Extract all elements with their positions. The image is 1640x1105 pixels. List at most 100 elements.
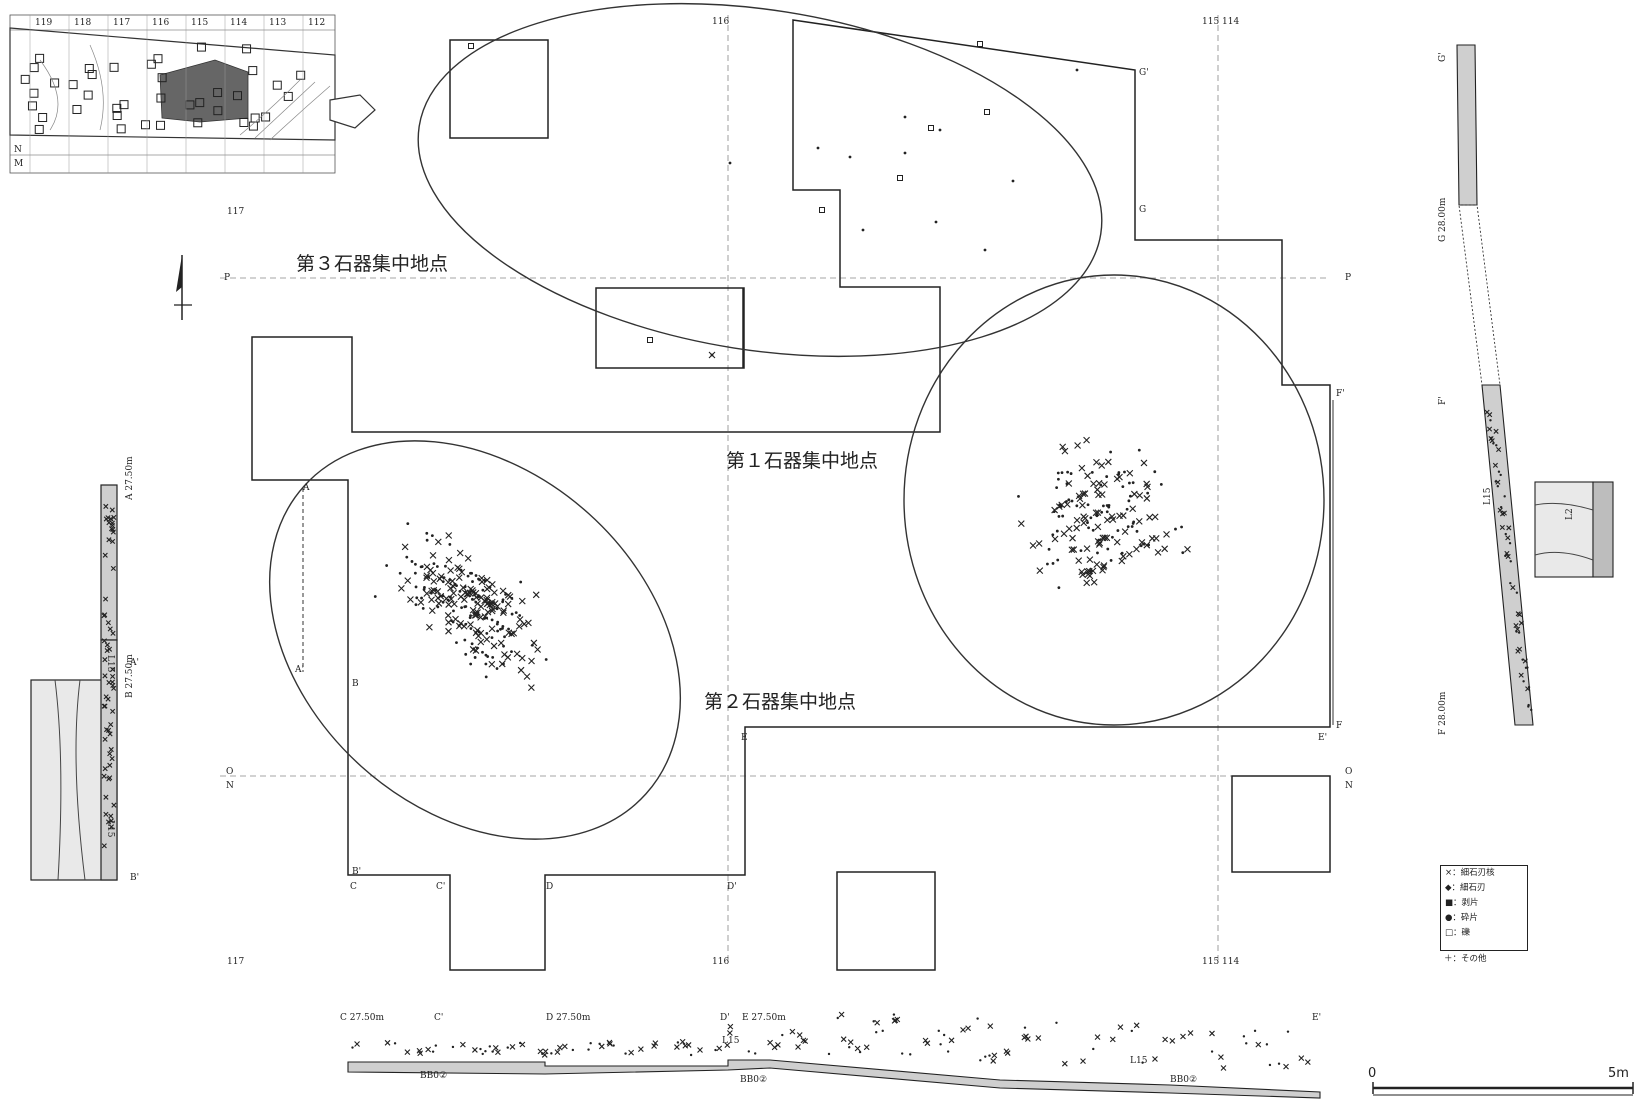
plan-point-d: D: [546, 882, 553, 892]
artifact-mark: [1061, 514, 1065, 518]
artifact-mark: [110, 673, 116, 680]
artifact-mark: [767, 1039, 773, 1046]
artifact-mark: [1055, 1021, 1058, 1024]
artifact-mark: [447, 584, 454, 592]
artifact-mark: [991, 1052, 998, 1059]
artifact-mark: [528, 657, 535, 665]
artifact-mark: [1051, 535, 1059, 543]
artifact-mark: [415, 596, 419, 600]
artifact-mark: [1489, 419, 1492, 422]
artifact-mark: [196, 42, 206, 52]
artifact-mark: [481, 588, 485, 592]
artifact-mark: [1056, 471, 1060, 475]
artifact-mark: [527, 684, 535, 692]
artifact-mark: [934, 220, 938, 224]
artifact-mark: [488, 607, 496, 615]
plan-point-b-prime: B': [352, 867, 361, 877]
artifact-mark: [1117, 472, 1121, 476]
artifact-mark: [108, 818, 114, 824]
artifact-mark: [922, 1037, 929, 1044]
artifact-mark: [393, 1042, 397, 1045]
artifact-mark: [1509, 581, 1512, 585]
artifact-mark: [1141, 1061, 1144, 1064]
artifact-mark: [965, 1025, 971, 1032]
artifact-mark: [1101, 504, 1105, 508]
artifact-mark: [110, 538, 116, 545]
artifact-mark: [1108, 513, 1116, 520]
artifact-mark: [872, 1020, 875, 1023]
artifact-mark: [1181, 551, 1185, 555]
section-a-prime: A': [129, 658, 139, 668]
artifact-mark: [1057, 515, 1061, 518]
artifact-mark: [1036, 567, 1044, 575]
artifact-mark: [429, 551, 437, 559]
artifact-mark: [1065, 482, 1069, 486]
svg-text:L15: L15: [1130, 1056, 1148, 1066]
artifact-mark: [38, 113, 48, 123]
artifact-mark: [1245, 1042, 1248, 1045]
artifact-mark: [296, 70, 306, 80]
artifact-mark: [624, 1052, 627, 1055]
artifact-mark: [1061, 1060, 1068, 1067]
cluster-3-label: 第３石器集中地点: [296, 253, 448, 275]
artifact-mark: [1069, 472, 1073, 475]
artifact-mark: [816, 146, 820, 150]
artifact-mark: [116, 124, 126, 134]
artifact-mark: [544, 658, 548, 661]
artifact-mark: [103, 503, 109, 509]
artifact-mark: [1129, 505, 1137, 513]
artifact-mark: [111, 685, 117, 691]
artifact-mark: [445, 627, 452, 635]
artifact-mark: [445, 556, 453, 564]
legend-item: ●：砕片: [1445, 913, 1478, 923]
artifact-mark: [903, 151, 907, 155]
inset-row-n: N: [14, 145, 22, 155]
artifact-mark: [1125, 507, 1129, 511]
artifact-mark: [105, 819, 112, 825]
artifact-mark: [939, 1043, 942, 1046]
artifact-mark: [988, 1054, 991, 1057]
artifact-mark: [423, 572, 431, 580]
section-b-elevation: B 27.50m: [125, 654, 135, 698]
plan-point-e-prime: E': [1318, 733, 1327, 743]
artifact-mark: [1055, 486, 1059, 490]
artifact-mark: [1090, 470, 1094, 474]
artifact-mark: [156, 120, 166, 130]
north-arrow-icon: [174, 255, 192, 320]
artifact-mark: [517, 666, 525, 674]
artifact-mark: [420, 596, 423, 600]
artifact-mark: [1277, 1062, 1281, 1065]
artifact-mark: [840, 1036, 847, 1043]
artifact-mark: [1100, 510, 1104, 514]
artifact-mark: [1499, 473, 1502, 477]
artifact-mark: [542, 1048, 549, 1055]
artifact-mark: [485, 631, 489, 635]
artifact-mark: [248, 66, 258, 76]
plan-point-d-prime: D': [727, 882, 737, 892]
artifact-mark: [430, 578, 438, 585]
artifact-mark: [488, 1045, 491, 1048]
artifact-mark: [478, 574, 486, 582]
artifact-mark: [1065, 525, 1073, 533]
artifact-mark: [1081, 514, 1089, 522]
artifact-mark: [404, 1049, 411, 1056]
artifact-mark: [1092, 509, 1100, 517]
artifact-mark: [727, 1023, 734, 1030]
artifact-mark: [1035, 540, 1043, 547]
artifact-mark: [444, 612, 452, 619]
artifact-mark: [1518, 620, 1525, 626]
artifact-mark: [1029, 542, 1037, 549]
artifact-mark: [509, 1044, 516, 1050]
artifact-mark: [109, 755, 115, 762]
artifact-mark: [848, 1046, 851, 1049]
artifact-mark: [1079, 549, 1083, 553]
artifact-mark: [1067, 498, 1071, 502]
artifact-mark: [102, 766, 108, 772]
artifact-mark: [928, 125, 934, 131]
artifact-mark: [385, 564, 389, 567]
artifact-mark: [1504, 550, 1510, 557]
artifact-mark: [1073, 524, 1081, 532]
artifact-mark: [771, 1044, 778, 1051]
artifact-mark: [450, 589, 457, 597]
